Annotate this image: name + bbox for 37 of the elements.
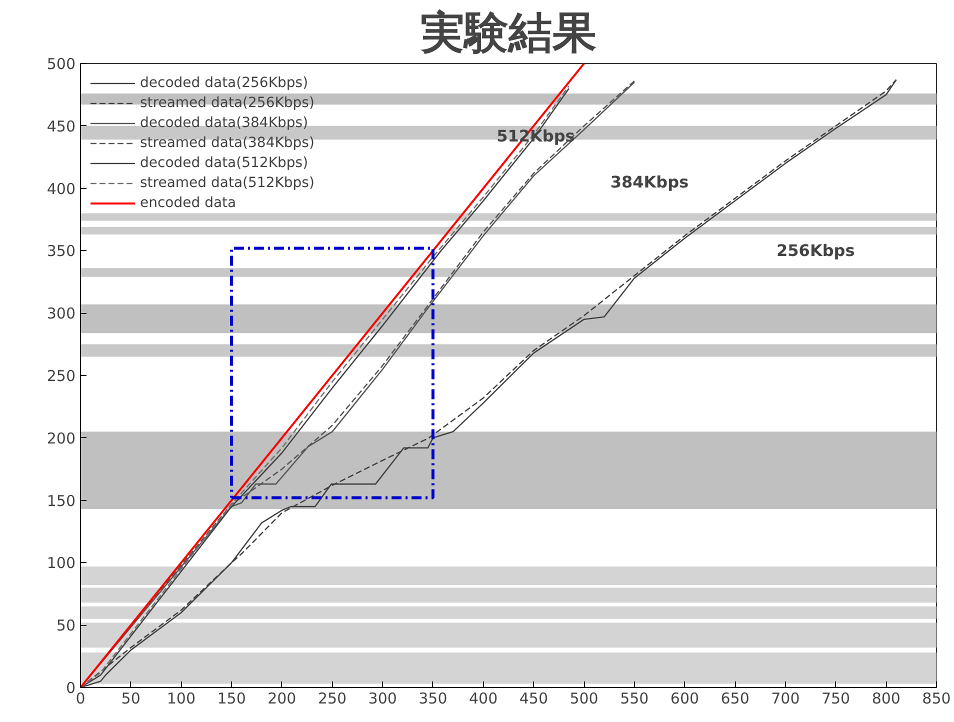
x-tick-label: 600 [670, 690, 700, 708]
legend-label: decoded data(256Kbps) [140, 75, 308, 91]
x-tick-label: 150 [217, 690, 246, 708]
x-tick-label: 850 [922, 690, 951, 708]
y-tick-label: 50 [56, 616, 76, 635]
y-tick-label: 100 [46, 554, 76, 572]
y-tick-label: 450 [46, 117, 76, 136]
legend-label: streamed data(384Kbps) [140, 135, 314, 151]
x-tick-label: 50 [121, 690, 140, 708]
y-tick-label: 500 [46, 55, 76, 73]
x-tick-label: 200 [268, 690, 296, 708]
y-tick-label: 350 [46, 242, 76, 260]
x-tick-label: 650 [720, 690, 750, 708]
x-tick-label: 300 [368, 690, 397, 708]
legend-label: encoded data [140, 195, 236, 211]
y-tick-label: 200 [46, 429, 76, 448]
x-tick-label: 250 [318, 690, 347, 708]
x-tick-label: 800 [872, 690, 900, 708]
x-tick-label: 350 [418, 690, 448, 708]
annotation: 384Kbps [610, 172, 689, 192]
x-tick-label: 450 [519, 690, 548, 708]
legend-label: streamed data(256Kbps) [140, 95, 314, 111]
x-tick-label: 700 [771, 690, 800, 708]
y-tick-label: 300 [46, 304, 76, 323]
x-tick-label: 500 [570, 690, 598, 708]
annotation: 256Kbps [776, 241, 855, 260]
x-tick-label: 100 [166, 690, 196, 708]
legend-label: decoded data(512Kbps) [140, 155, 308, 171]
legend-label: decoded data(384Kbps) [140, 115, 308, 131]
x-tick-label: 550 [620, 690, 649, 708]
y-tick-label: 400 [46, 180, 76, 198]
chart-title: 実験結果 [420, 8, 596, 58]
legend-label: streamed data(512Kbps) [140, 175, 314, 191]
x-tick-label: 750 [821, 690, 850, 708]
y-tick-label: 150 [46, 492, 76, 510]
x-tick-label: 400 [469, 690, 498, 708]
y-tick-label: 250 [46, 367, 76, 385]
